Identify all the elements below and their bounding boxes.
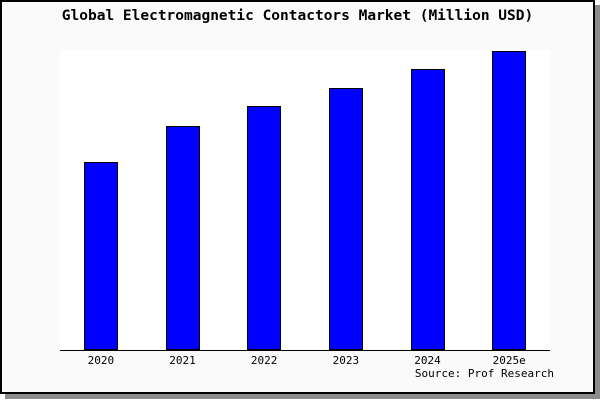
bar-2025e (492, 50, 527, 350)
chart-title: Global Electromagnetic Contactors Market… (61, 8, 534, 24)
x-tick-label-2022: 2022 (250, 354, 278, 367)
bar-2022 (247, 106, 282, 350)
bar-slot-2025e (468, 50, 550, 350)
bar-series (60, 50, 550, 350)
source-credit: Source: Prof Research (414, 367, 554, 380)
bar-2021 (165, 125, 200, 350)
bar-slot-2024 (387, 50, 469, 350)
x-tick-label-2023: 2023 (332, 354, 360, 367)
plot-area (60, 50, 550, 351)
bar-slot-2022 (223, 50, 305, 350)
bar-2020 (83, 161, 118, 350)
bar-slot-2023 (305, 50, 387, 350)
bar-slot-2021 (142, 50, 224, 350)
bar-2024 (410, 68, 445, 350)
x-tick-label-2020: 2020 (87, 354, 115, 367)
bar-slot-2020 (60, 50, 142, 350)
bar-2023 (328, 88, 363, 350)
x-axis-tick-labels: 2020 2021 2022 2023 2024 2025e (60, 354, 550, 367)
x-tick-label-2025e: 2025e (492, 354, 526, 367)
x-tick-label-2021: 2021 (169, 354, 196, 367)
x-tick-label-2024: 2024 (414, 354, 441, 367)
chart-frame: Global Electromagnetic Contactors Market… (0, 0, 595, 394)
